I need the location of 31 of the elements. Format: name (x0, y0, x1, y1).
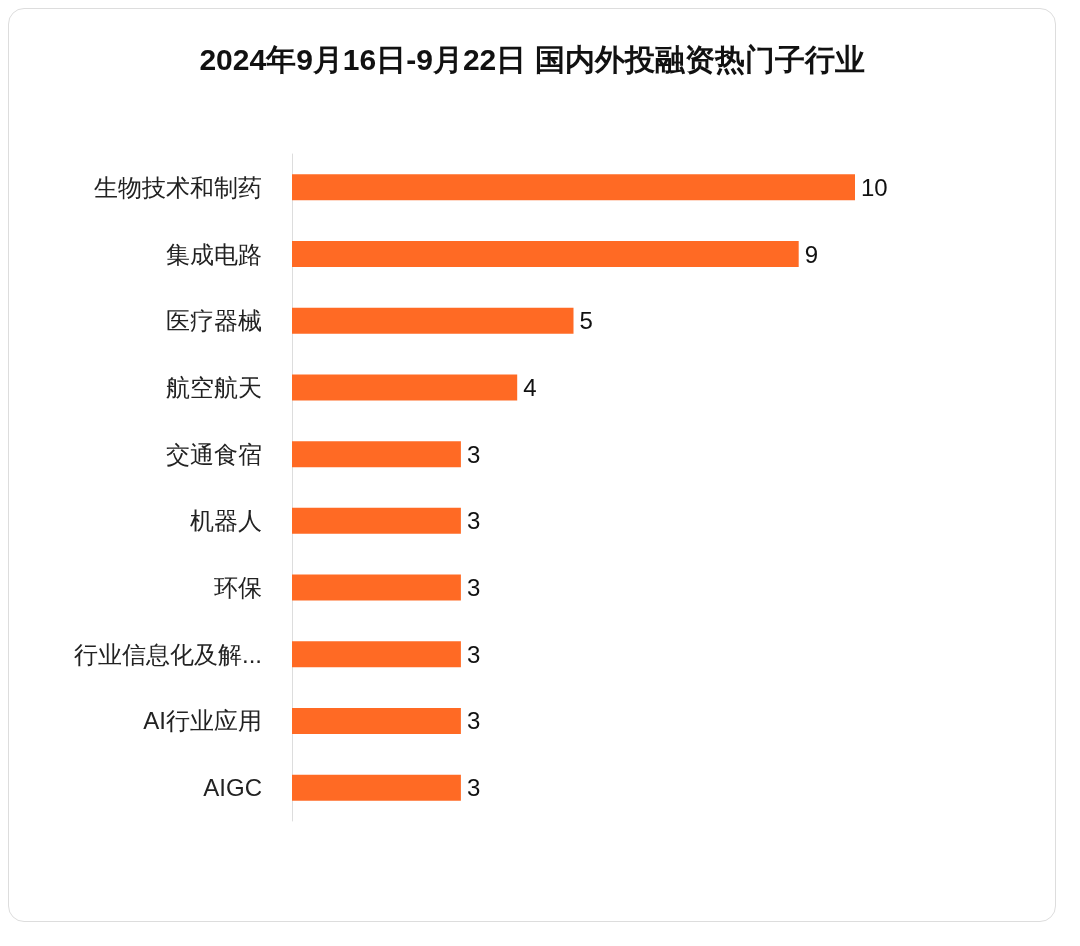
bar (292, 374, 518, 401)
bar (292, 641, 461, 668)
y-tick-label: 交通食宿 (166, 440, 262, 468)
data-label: 3 (466, 507, 481, 535)
data-label: 4 (523, 373, 537, 401)
y-tick-label: 航空航天 (166, 373, 262, 401)
bar (292, 441, 461, 468)
y-tick-label: 生物技术和制药 (94, 173, 262, 201)
y-tick-label: 医疗器械 (166, 307, 262, 335)
y-tick-label: 环保 (214, 574, 262, 602)
data-label: 9 (804, 240, 819, 268)
bar (292, 707, 461, 734)
bar (292, 507, 461, 534)
y-tick-label: AI行业应用 (143, 707, 262, 735)
data-label: 3 (466, 574, 481, 602)
data-label: 3 (466, 707, 481, 735)
bar (292, 774, 461, 801)
data-label: 3 (466, 440, 481, 468)
chart-title: 2024年9月16日-9月22日 国内外投融资热门子行业 (199, 42, 865, 76)
y-tick-label: 机器人 (190, 507, 262, 535)
y-tick-label: 集成电路 (166, 240, 262, 268)
bar (292, 241, 799, 268)
data-label: 10 (861, 173, 888, 201)
bar (292, 307, 574, 334)
bar (292, 174, 855, 201)
data-label: 3 (466, 640, 481, 668)
y-tick-label: 行业信息化及解... (73, 640, 262, 668)
data-label: 3 (466, 774, 481, 802)
data-label: 5 (579, 307, 593, 335)
bar (292, 574, 461, 601)
y-tick-label: AIGC (203, 774, 262, 802)
